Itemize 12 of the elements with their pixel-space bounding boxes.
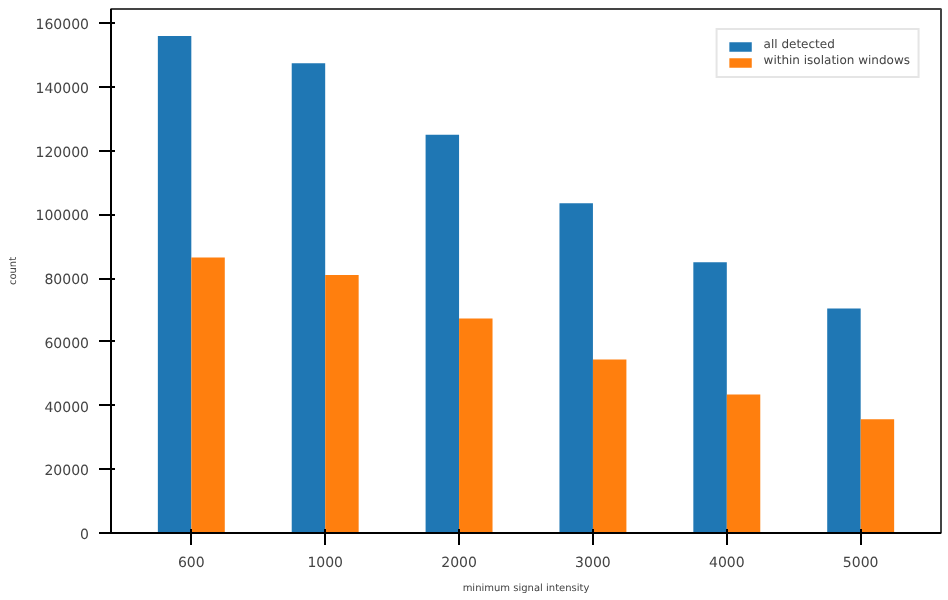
bar bbox=[827, 308, 861, 533]
bar bbox=[425, 134, 460, 533]
bar bbox=[559, 203, 593, 533]
bar bbox=[726, 394, 761, 533]
bar bbox=[459, 318, 493, 533]
bar bbox=[157, 36, 192, 533]
bar bbox=[191, 257, 225, 533]
bar bbox=[860, 419, 895, 533]
bar bbox=[291, 63, 326, 533]
bar bbox=[325, 274, 359, 533]
bar bbox=[693, 262, 727, 533]
bar bbox=[592, 359, 627, 533]
